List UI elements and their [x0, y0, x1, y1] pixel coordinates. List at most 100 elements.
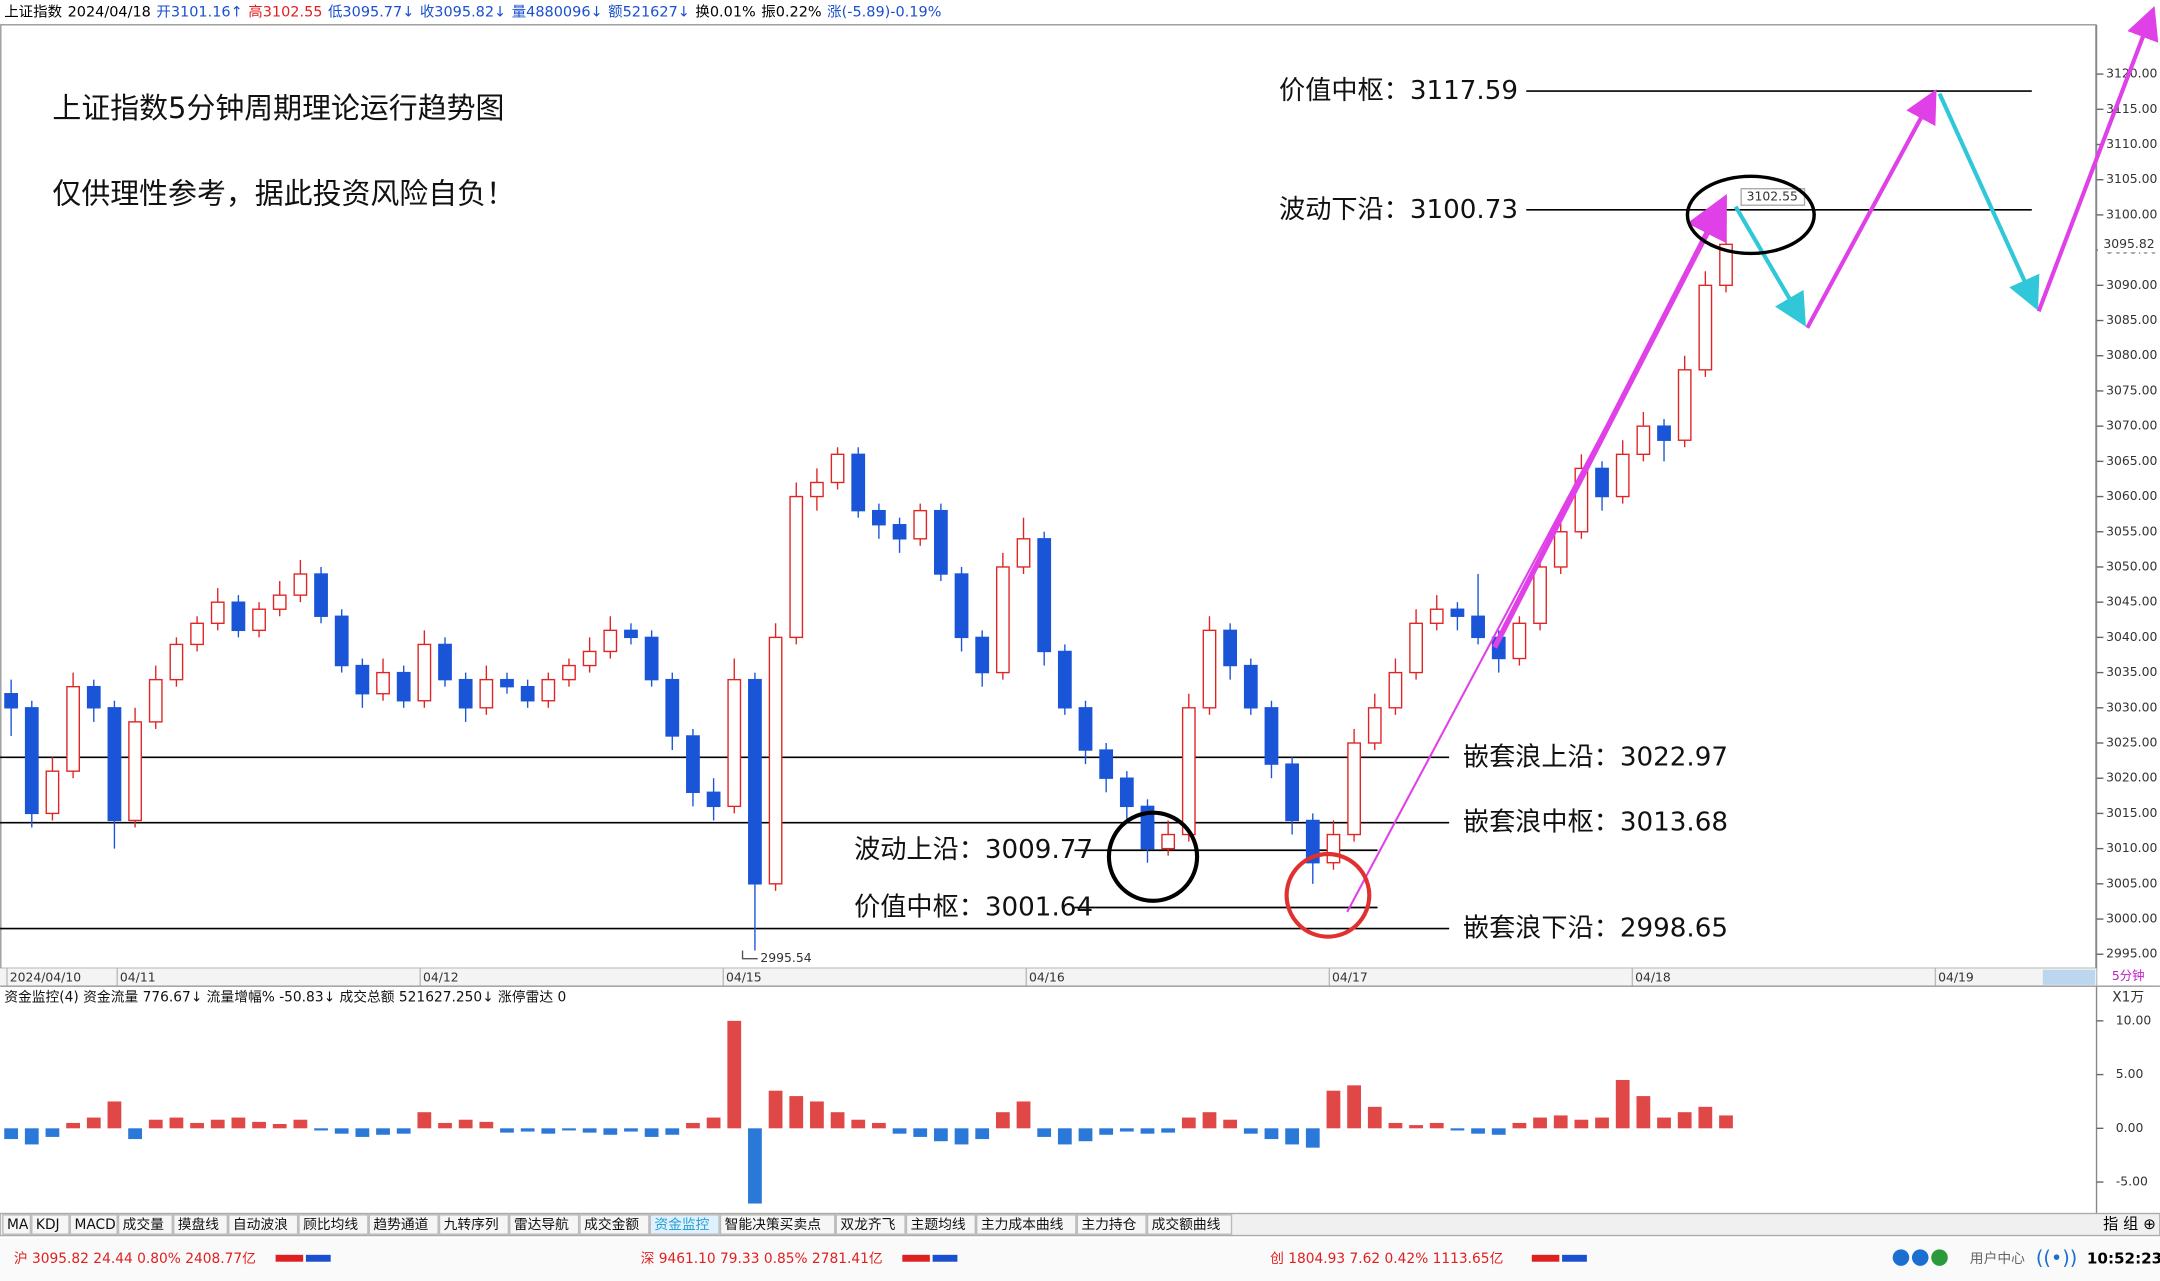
status-icon[interactable]	[1911, 1249, 1929, 1266]
y-tick-label: 0.00	[2116, 1120, 2144, 1135]
tab-label[interactable]: MA	[7, 1217, 29, 1233]
status-icon[interactable]	[1892, 1249, 1910, 1266]
candle-body	[1223, 629, 1238, 667]
tab-label[interactable]: 主力成本曲线	[981, 1217, 1064, 1233]
tab-label[interactable]: MACD	[74, 1217, 115, 1233]
level-label: 嵌套浪下沿：2998.65	[1463, 913, 1728, 943]
tab[interactable]	[509, 1214, 580, 1235]
candle-body	[1161, 833, 1176, 850]
flow-bar	[252, 1121, 266, 1129]
tab-label[interactable]: KDJ	[36, 1217, 60, 1233]
flow-bar	[603, 1128, 618, 1135]
tab-label[interactable]: 资金监控	[654, 1217, 709, 1233]
flow-bar	[1161, 1128, 1176, 1133]
candle-body	[582, 650, 597, 667]
tab-label[interactable]: 趋势通道	[373, 1217, 428, 1233]
flow-bar	[727, 1020, 742, 1129]
flow-bar	[1553, 1115, 1568, 1129]
y-tick-label: 3110.00	[2106, 136, 2157, 151]
candle-body	[562, 664, 576, 681]
level-name: 价值中枢：	[1279, 76, 1410, 106]
tab[interactable]	[228, 1214, 299, 1235]
candle-body	[975, 636, 990, 674]
tab[interactable]	[368, 1214, 439, 1235]
flow-bar	[975, 1128, 990, 1140]
tab-label[interactable]: 成交量	[123, 1216, 165, 1233]
candle-body	[892, 524, 907, 540]
candle-body	[872, 509, 886, 526]
y-tick-label: 10.00	[2116, 1012, 2152, 1027]
flow-bar	[396, 1128, 411, 1134]
candle-body	[1078, 707, 1093, 751]
tab-label[interactable]: 雷达导航	[514, 1217, 569, 1233]
candle-body	[252, 608, 266, 632]
flow-bar	[1099, 1128, 1114, 1135]
candle-body	[1181, 707, 1196, 836]
user-center[interactable]: 用户中心	[1970, 1250, 2025, 1267]
trend-arrow	[1805, 89, 1937, 329]
tab[interactable]	[719, 1214, 836, 1235]
tab-label[interactable]: 主力持仓	[1081, 1217, 1136, 1233]
flow-bar	[1615, 1079, 1630, 1129]
level-label: 价值中枢：3001.64	[854, 892, 1093, 922]
flow-bar	[789, 1096, 804, 1129]
y-tick-label: 3015.00	[2106, 805, 2157, 820]
tab[interactable]	[835, 1214, 906, 1235]
highlight-circle	[1284, 851, 1372, 939]
tab-label[interactable]: 自动波浪	[233, 1217, 288, 1233]
flow-bar	[45, 1128, 60, 1137]
flow-bar	[582, 1128, 597, 1133]
tab[interactable]	[1146, 1214, 1233, 1235]
x-tick-label: 04/19	[1938, 969, 1974, 984]
tab[interactable]	[579, 1214, 650, 1235]
candle-body	[334, 615, 349, 667]
tab-label[interactable]: 智能决策买卖点	[725, 1216, 822, 1233]
tab-label[interactable]: 顾比均线	[303, 1217, 358, 1233]
flow-bar	[314, 1128, 328, 1131]
tab-label[interactable]: 九转序列	[444, 1217, 499, 1233]
candle-body	[1677, 369, 1692, 441]
tab[interactable]	[2, 1214, 32, 1235]
tab[interactable]	[976, 1214, 1077, 1235]
flow-bar	[231, 1117, 246, 1129]
candle-body	[1657, 425, 1671, 441]
tab[interactable]	[117, 1214, 173, 1235]
header-text: 上证指数 2024/04/18 开3101.16↑ 高3102.55 低3095.77↓…	[4, 3, 941, 20]
flow-bar	[768, 1090, 783, 1129]
candle-body	[913, 509, 928, 540]
candle-body	[1595, 467, 1609, 498]
header-item: 额521627↓	[608, 3, 690, 20]
index-quote: 深 9461.10 79.33 0.85% 2781.41亿	[641, 1251, 883, 1267]
tab[interactable]	[69, 1214, 118, 1235]
tab[interactable]	[172, 1214, 229, 1235]
tab-label[interactable]: 成交金额	[584, 1216, 639, 1233]
tab[interactable]	[438, 1214, 510, 1235]
x-tick-label: 04/17	[1332, 969, 1368, 984]
tab[interactable]	[905, 1214, 977, 1235]
tab-label[interactable]: 成交额曲线	[1152, 1216, 1221, 1233]
tab-tools[interactable]: 指 组 ⊕	[2103, 1215, 2156, 1233]
signal-icon: ((•))	[2036, 1246, 2077, 1269]
flow-bar	[458, 1119, 473, 1129]
y-tick-label: 3080.00	[2106, 347, 2157, 362]
tab[interactable]	[1076, 1214, 1147, 1235]
flow-bar	[1264, 1128, 1279, 1140]
y-tick-label: 3030.00	[2106, 699, 2157, 714]
tab[interactable]	[31, 1214, 70, 1235]
candle-body	[314, 573, 328, 617]
tab[interactable]	[298, 1214, 369, 1235]
tab-label[interactable]: 摸盘线	[178, 1216, 220, 1233]
level-label: 嵌套浪上沿：3022.97	[1463, 742, 1728, 772]
candle-body	[789, 495, 804, 639]
status-icon[interactable]	[1931, 1249, 1948, 1266]
scroll-thumb[interactable]	[2042, 969, 2096, 985]
header-item: 低3095.77↓	[328, 3, 414, 20]
flow-bar	[1078, 1128, 1093, 1142]
tab[interactable]	[649, 1214, 720, 1235]
tab-label[interactable]: 主题均线	[911, 1217, 966, 1233]
flow-bar	[686, 1122, 700, 1129]
candle-body	[520, 685, 535, 702]
candle-body	[417, 643, 432, 702]
candle-body	[1285, 763, 1300, 822]
tab-label[interactable]: 双龙齐飞	[840, 1217, 895, 1233]
